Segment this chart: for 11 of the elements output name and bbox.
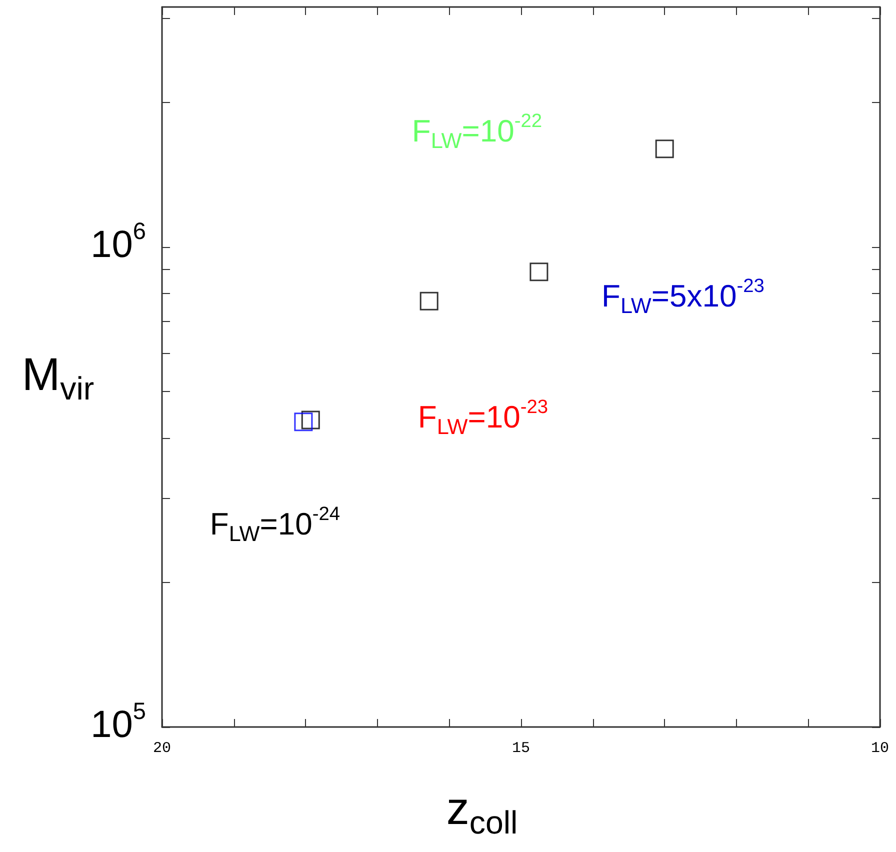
annotation: F$_{LW}$=10$^{-24}$ <box>210 504 340 546</box>
x-tick-label: 15 <box>512 740 530 757</box>
annotation: F$_{LW}$=10$^{-22}$ <box>412 111 542 154</box>
annotation: F$_{LW}$=10$^{-23}$ <box>418 397 548 440</box>
x-axis-title: z$_{coll}$ <box>446 782 518 841</box>
y-tick-label: 10$^{5}$ <box>90 698 146 746</box>
annotation: F$_{LW}$=5x10$^{-23}$ <box>602 276 764 318</box>
x-tick-label: 20 <box>152 740 172 757</box>
y-tick-label: 10$^{6}$ <box>90 218 146 266</box>
y-axis-title: M$_{vir}$ <box>22 348 94 407</box>
x-tick-label: 10 <box>870 740 890 757</box>
